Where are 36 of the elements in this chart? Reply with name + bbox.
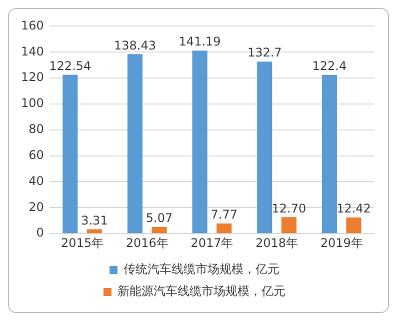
data-label: 122.4: [312, 59, 347, 74]
x-tick-label: 2015年: [61, 236, 104, 250]
bar: [152, 227, 167, 234]
y-tick-label: 160: [21, 18, 44, 32]
bar: [62, 74, 78, 234]
y-tick-label: 60: [28, 148, 44, 162]
bar: [86, 229, 102, 234]
data-label: 12.42: [336, 202, 371, 216]
data-label: 7.77: [210, 208, 238, 222]
bar: [192, 50, 208, 234]
bar: [281, 217, 296, 234]
y-tick-label: 120: [21, 70, 44, 84]
data-label: 3.31: [81, 213, 108, 228]
legend-label: 新能源汽车线缆市场规模，亿元: [118, 284, 286, 298]
data-label: 122.54: [49, 58, 92, 73]
data-label: 5.07: [146, 211, 173, 226]
data-label: 132.7: [247, 46, 282, 60]
x-tick-label: 2016年: [126, 236, 168, 250]
bar: [257, 62, 272, 234]
y-tick-label: 40: [28, 174, 44, 188]
y-tick-label: 100: [21, 96, 44, 110]
x-tick-label: 2018年: [256, 236, 298, 250]
bar: [322, 74, 337, 234]
x-tick-label: 2019年: [320, 236, 363, 250]
y-tick-label: 20: [28, 200, 44, 214]
data-label: 138.43: [114, 38, 156, 52]
bar: [127, 54, 143, 234]
y-tick-label: 80: [28, 122, 44, 136]
data-label: 12.70: [272, 201, 306, 216]
bar: [216, 224, 232, 234]
data-label: 141.19: [178, 34, 221, 49]
x-tick-label: 2017年: [190, 236, 234, 250]
legend-label: 传统汽车线缆市场规模，亿元: [124, 262, 280, 276]
bar: [346, 218, 362, 234]
y-tick-label: 140: [21, 44, 44, 58]
y-tick-label: 0: [36, 226, 44, 240]
